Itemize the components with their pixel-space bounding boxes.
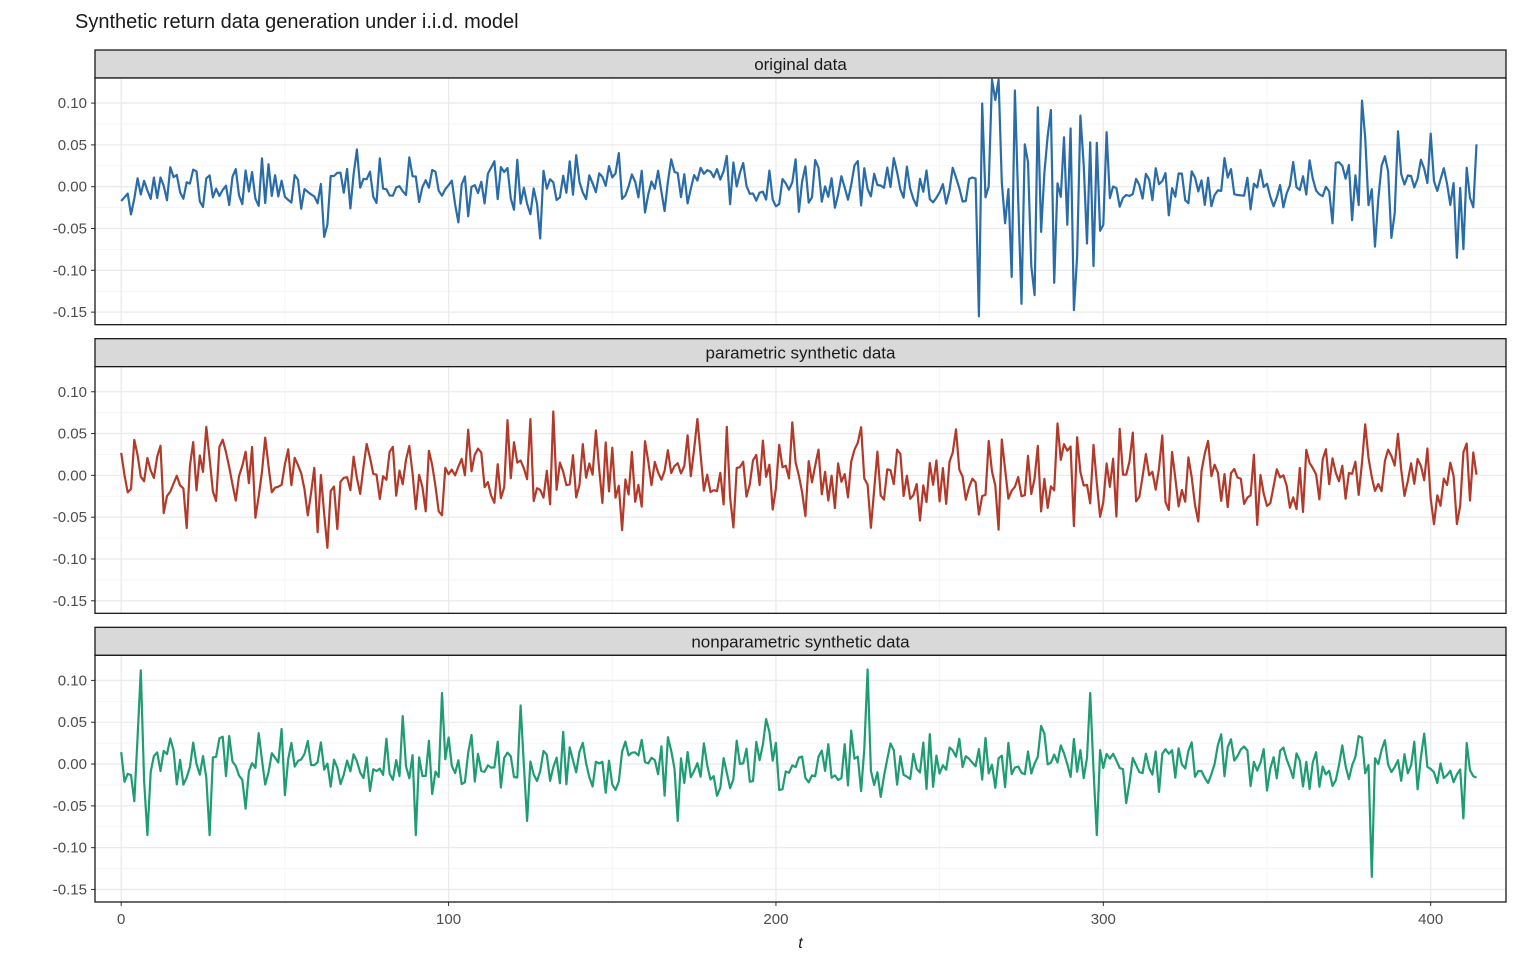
y-tick-label: 0.05: [58, 426, 87, 443]
x-tick-label: 100: [436, 911, 461, 928]
y-tick-label: 0.00: [58, 179, 87, 196]
chart-svg: Synthetic return data generation under i…: [0, 0, 1536, 960]
y-tick-label: 0.10: [58, 384, 87, 401]
facet-label: original data: [754, 55, 847, 74]
facet-label: parametric synthetic data: [706, 344, 896, 363]
y-tick-label: 0.05: [58, 714, 87, 731]
chart-title: Synthetic return data generation under i…: [75, 11, 519, 33]
y-tick-label: -0.15: [53, 593, 87, 610]
facet-original: original data -0.15 -0.10 -0.05 0.00 0.05 0.10: [53, 50, 1506, 325]
y-tick-label: 0.00: [58, 756, 87, 773]
x-tick-label: 200: [763, 911, 788, 928]
facet-parametric: parametric synthetic data -0.15 -0.10 -0.05…: [53, 339, 1506, 614]
facet-nonparametric: nonparametric synthetic data -0.15 -0.10 -0…: [53, 627, 1506, 928]
y-tick-label: 0.10: [58, 672, 87, 689]
chart-root: Synthetic return data generation under i…: [0, 0, 1536, 960]
y-tick-label: -0.15: [53, 304, 87, 321]
x-axis-label: t: [798, 935, 803, 952]
y-tick-label: 0.05: [58, 137, 87, 154]
y-tick-label: -0.05: [53, 798, 87, 815]
y-tick-label: -0.10: [53, 262, 87, 279]
y-tick-label: -0.05: [53, 221, 87, 238]
y-tick-label: -0.10: [53, 840, 87, 857]
facet-label: nonparametric synthetic data: [691, 632, 910, 651]
y-tick-label: -0.15: [53, 881, 87, 898]
x-tick-label: 400: [1418, 911, 1443, 928]
y-tick-label: 0.10: [58, 95, 87, 112]
y-tick-label: -0.10: [53, 551, 87, 568]
x-tick-label: 0: [117, 911, 125, 928]
y-tick-label: 0.00: [58, 467, 87, 484]
x-tick-label: 300: [1091, 911, 1116, 928]
y-tick-label: -0.05: [53, 509, 87, 526]
